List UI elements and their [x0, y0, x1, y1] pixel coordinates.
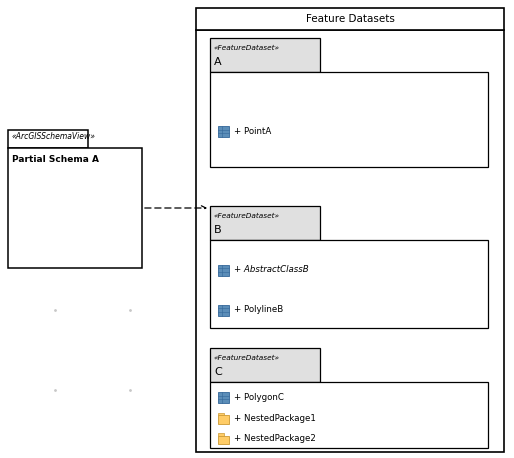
Text: A: A: [214, 57, 222, 67]
Bar: [210, 206, 320, 240]
Bar: [218, 305, 229, 316]
Bar: [210, 348, 320, 382]
Text: B: B: [214, 225, 222, 235]
Text: Partial Schema A: Partial Schema A: [12, 156, 99, 164]
Text: «FeatureDataset»: «FeatureDataset»: [214, 45, 280, 51]
Text: + NestedPackage1: + NestedPackage1: [234, 414, 316, 423]
Bar: [196, 30, 504, 452]
Bar: [218, 126, 229, 137]
Bar: [218, 413, 224, 415]
Bar: [218, 436, 229, 444]
Text: + PolygonC: + PolygonC: [234, 393, 284, 402]
Bar: [218, 433, 224, 436]
Text: + AbstractClassB: + AbstractClassB: [234, 266, 308, 274]
Text: «FeatureDataset»: «FeatureDataset»: [214, 213, 280, 219]
Text: «ArcGISSchemaView»: «ArcGISSchemaView»: [12, 132, 96, 142]
Text: C: C: [214, 367, 222, 377]
Bar: [210, 240, 488, 328]
Bar: [8, 148, 142, 268]
Bar: [218, 392, 229, 403]
Bar: [218, 415, 229, 424]
Text: + PointA: + PointA: [234, 127, 271, 136]
Text: + NestedPackage2: + NestedPackage2: [234, 434, 316, 443]
Bar: [8, 130, 88, 148]
Bar: [218, 265, 229, 276]
Bar: [210, 38, 320, 72]
Bar: [196, 8, 504, 30]
Text: + PolylineB: + PolylineB: [234, 305, 283, 315]
Bar: [210, 382, 488, 448]
Text: Feature Datasets: Feature Datasets: [305, 14, 394, 24]
Text: «FeatureDataset»: «FeatureDataset»: [214, 355, 280, 361]
Bar: [210, 72, 488, 167]
